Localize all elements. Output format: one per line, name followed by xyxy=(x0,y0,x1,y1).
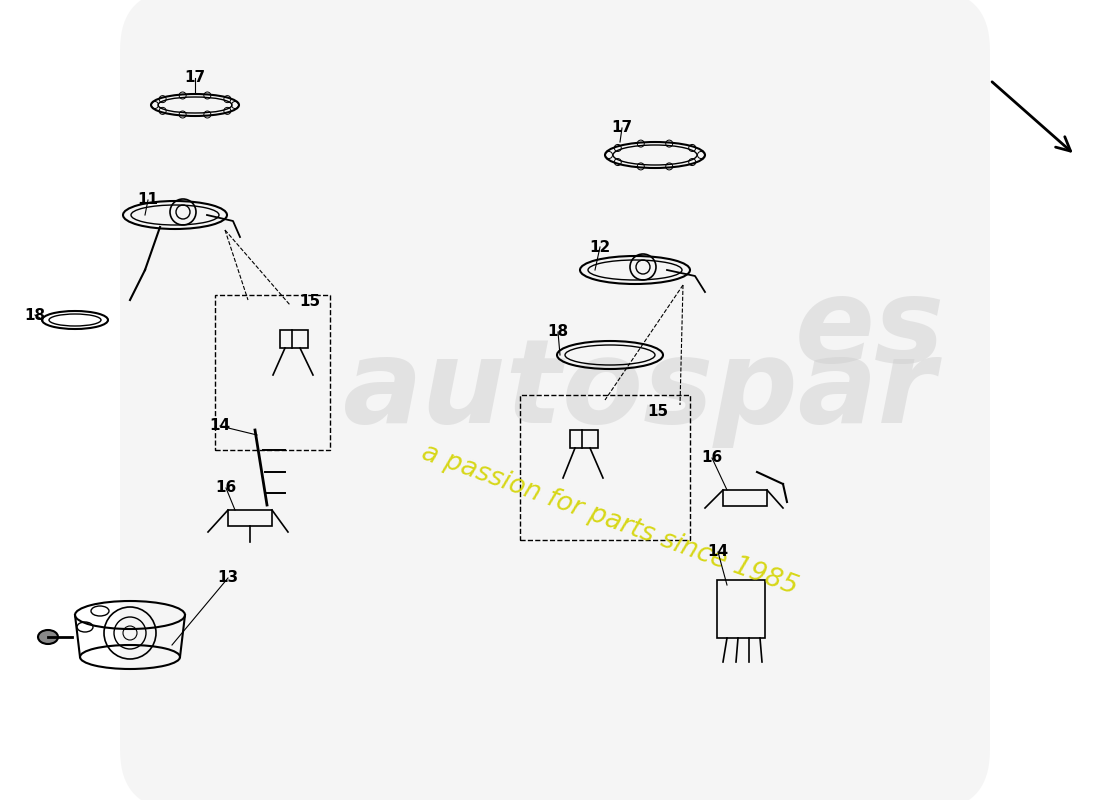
Text: 18: 18 xyxy=(548,325,569,339)
Ellipse shape xyxy=(39,630,58,644)
Bar xyxy=(228,510,272,526)
Text: a passion for parts since 1985: a passion for parts since 1985 xyxy=(418,440,802,600)
Text: 14: 14 xyxy=(707,545,728,559)
Bar xyxy=(280,330,308,348)
Bar xyxy=(570,430,598,448)
Text: 11: 11 xyxy=(138,193,158,207)
Text: 18: 18 xyxy=(24,307,45,322)
FancyBboxPatch shape xyxy=(120,0,990,800)
Text: 16: 16 xyxy=(702,450,723,466)
Text: 12: 12 xyxy=(590,239,610,254)
Text: 14: 14 xyxy=(209,418,231,434)
Text: autospar: autospar xyxy=(343,333,937,447)
Text: 13: 13 xyxy=(218,570,239,586)
Bar xyxy=(717,580,764,638)
Bar xyxy=(214,295,330,450)
Text: 17: 17 xyxy=(185,70,206,86)
Bar xyxy=(723,490,767,506)
Text: 15: 15 xyxy=(299,294,320,310)
Text: 16: 16 xyxy=(216,481,236,495)
Text: 15: 15 xyxy=(648,405,669,419)
Text: 17: 17 xyxy=(612,121,632,135)
Bar xyxy=(520,395,690,540)
Text: es: es xyxy=(795,273,945,387)
